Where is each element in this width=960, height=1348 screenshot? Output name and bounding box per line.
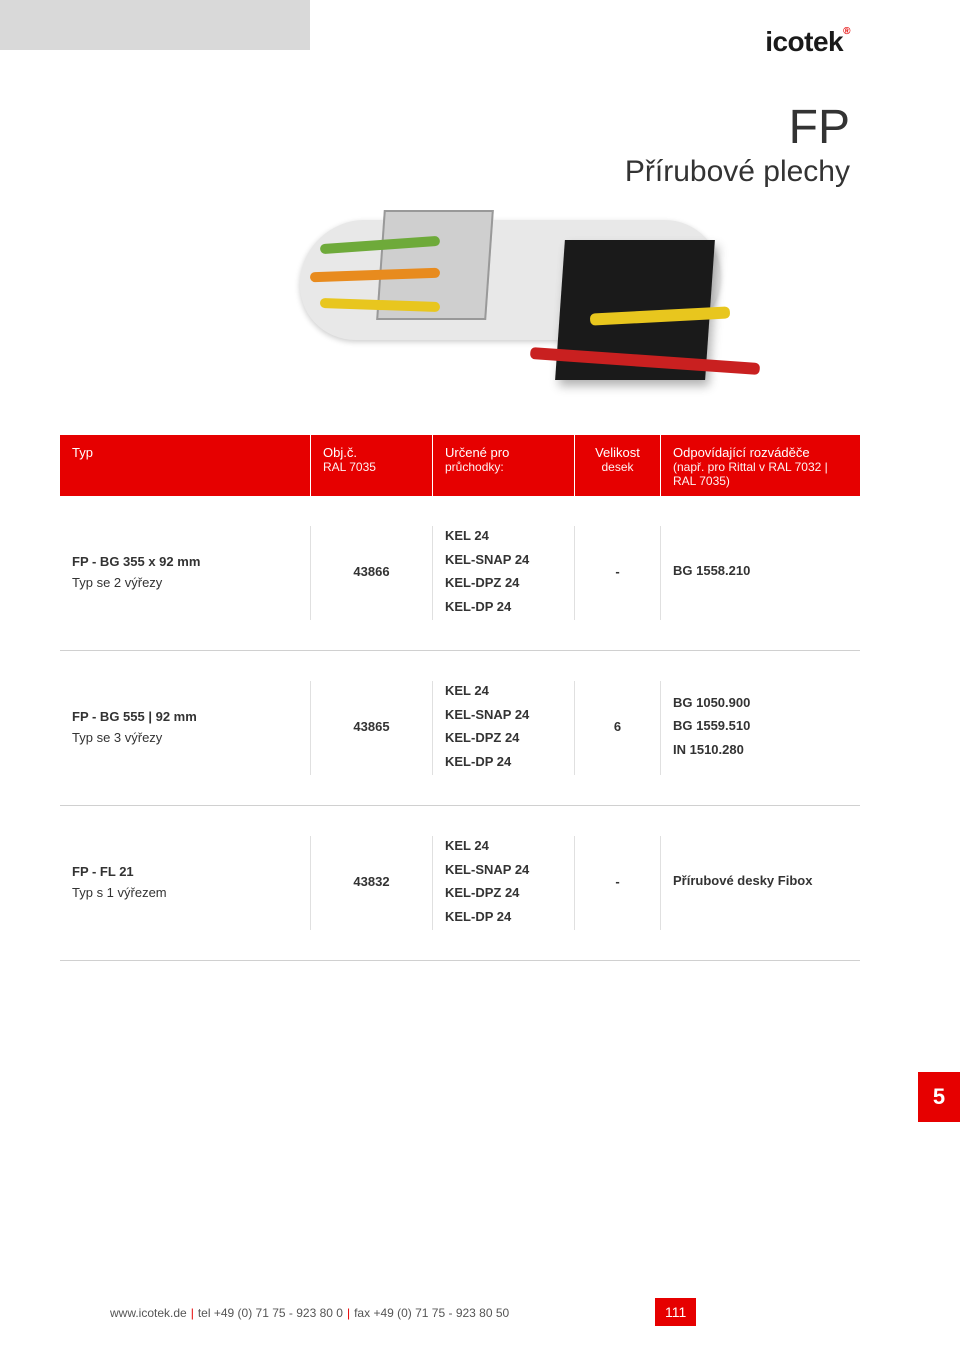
th-urc-l2: průchodky: xyxy=(445,460,562,474)
product-table: Typ Obj.č. RAL 7035 Určené pro průchodky… xyxy=(60,435,860,961)
td-obj: 43866 xyxy=(310,526,432,620)
row-obj: 43866 xyxy=(353,564,389,579)
row-obj: 43832 xyxy=(353,874,389,889)
row-typ-title: FP - BG 355 x 92 mm xyxy=(72,554,298,569)
footer-sep-2: | xyxy=(347,1306,350,1320)
th-urc: Určené pro průchodky: xyxy=(432,435,574,496)
row-urc-item: KEL-DPZ 24 xyxy=(445,573,562,593)
brand-logo: icotek® xyxy=(765,26,850,58)
td-vel: 6 xyxy=(574,681,660,775)
th-obj-l1: Obj.č. xyxy=(323,445,420,460)
row-roz-item: Přírubové desky Fibox xyxy=(673,871,848,891)
row-typ-title: FP - BG 555 | 92 mm xyxy=(72,709,298,724)
footer-fax: +49 (0) 71 75 - 923 80 50 xyxy=(373,1306,509,1320)
td-urc: KEL 24 KEL-SNAP 24 KEL-DPZ 24 KEL-DP 24 xyxy=(432,526,574,620)
row-roz-item: BG 1050.900 xyxy=(673,693,848,713)
td-vel: - xyxy=(574,836,660,930)
row-urc-item: KEL-DP 24 xyxy=(445,907,562,927)
row-urc-item: KEL-SNAP 24 xyxy=(445,705,562,725)
th-roz-l1: Odpovídající rozváděče xyxy=(673,445,848,460)
td-obj: 43865 xyxy=(310,681,432,775)
table-header: Typ Obj.č. RAL 7035 Určené pro průchodky… xyxy=(60,435,860,496)
footer-fax-label: fax xyxy=(354,1306,370,1320)
footer-site: www.icotek.de xyxy=(110,1306,187,1320)
row-vel: 6 xyxy=(614,719,621,734)
th-obj-l2: RAL 7035 xyxy=(323,460,420,474)
row-typ-sub: Typ se 2 výřezy xyxy=(72,573,298,593)
row-urc-item: KEL-DP 24 xyxy=(445,752,562,772)
top-grey-bar xyxy=(0,0,310,50)
row-urc-item: KEL-DPZ 24 xyxy=(445,728,562,748)
td-typ: FP - BG 355 x 92 mm Typ se 2 výřezy xyxy=(60,526,310,620)
td-vel: - xyxy=(574,526,660,620)
th-roz-l2: (např. pro Rittal v RAL 7032 | RAL 7035) xyxy=(673,460,848,488)
row-urc-item: KEL-DP 24 xyxy=(445,597,562,617)
row-obj: 43865 xyxy=(353,719,389,734)
th-vel-l2: desek xyxy=(587,460,648,474)
th-typ-l1: Typ xyxy=(72,445,298,460)
th-vel: Velikost desek xyxy=(574,435,660,496)
row-roz-item: IN 1510.280 xyxy=(673,740,848,760)
footer-tel: +49 (0) 71 75 - 923 80 0 xyxy=(214,1306,343,1320)
title-fp: FP xyxy=(625,100,850,155)
table-row: FP - BG 555 | 92 mm Typ se 3 výřezy 43865 K… xyxy=(60,651,860,806)
page-number: 111 xyxy=(655,1298,696,1326)
row-urc-item: KEL-SNAP 24 xyxy=(445,550,562,570)
side-tab-label: 5 xyxy=(933,1084,945,1110)
th-vel-l1: Velikost xyxy=(587,445,648,460)
th-urc-l1: Určené pro xyxy=(445,445,562,460)
td-urc: KEL 24 KEL-SNAP 24 KEL-DPZ 24 KEL-DP 24 xyxy=(432,681,574,775)
td-roz: Přírubové desky Fibox xyxy=(660,836,860,930)
td-urc: KEL 24 KEL-SNAP 24 KEL-DPZ 24 KEL-DP 24 xyxy=(432,836,574,930)
row-typ-sub: Typ s 1 výřezem xyxy=(72,883,298,903)
brand-reg: ® xyxy=(843,26,850,37)
td-obj: 43832 xyxy=(310,836,432,930)
row-roz-item: BG 1559.510 xyxy=(673,716,848,736)
row-urc-item: KEL-DPZ 24 xyxy=(445,883,562,903)
row-typ-sub: Typ se 3 výřezy xyxy=(72,728,298,748)
row-typ-title: FP - FL 21 xyxy=(72,864,298,879)
row-urc-item: KEL 24 xyxy=(445,681,562,701)
table-row: FP - BG 355 x 92 mm Typ se 2 výřezy 43866 K… xyxy=(60,496,860,651)
brand-text: icotek xyxy=(765,26,843,57)
td-roz: BG 1558.210 xyxy=(660,526,860,620)
table-body: FP - BG 355 x 92 mm Typ se 2 výřezy 43866 K… xyxy=(60,496,860,961)
product-image xyxy=(260,200,820,420)
footer-sep-1: | xyxy=(191,1306,194,1320)
row-urc-item: KEL 24 xyxy=(445,836,562,856)
row-roz-item: BG 1558.210 xyxy=(673,561,848,581)
row-vel: - xyxy=(615,564,619,579)
row-urc-item: KEL-SNAP 24 xyxy=(445,860,562,880)
side-tab: 5 xyxy=(918,1072,960,1122)
th-typ: Typ xyxy=(60,435,310,496)
row-urc-item: KEL 24 xyxy=(445,526,562,546)
td-typ: FP - BG 555 | 92 mm Typ se 3 výřezy xyxy=(60,681,310,775)
th-obj: Obj.č. RAL 7035 xyxy=(310,435,432,496)
footer: www.icotek.de | tel +49 (0) 71 75 - 923 … xyxy=(110,1306,860,1320)
title-sub: Přírubové plechy xyxy=(625,155,850,189)
footer-tel-label: tel xyxy=(198,1306,211,1320)
td-typ: FP - FL 21 Typ s 1 výřezem xyxy=(60,836,310,930)
th-roz: Odpovídající rozváděče (např. pro Rittal… xyxy=(660,435,860,496)
table-row: FP - FL 21 Typ s 1 výřezem 43832 KEL 24 KEL-… xyxy=(60,806,860,961)
row-vel: - xyxy=(615,874,619,889)
page-title: FP Přírubové plechy xyxy=(625,100,850,189)
td-roz: BG 1050.900 BG 1559.510 IN 1510.280 xyxy=(660,681,860,775)
